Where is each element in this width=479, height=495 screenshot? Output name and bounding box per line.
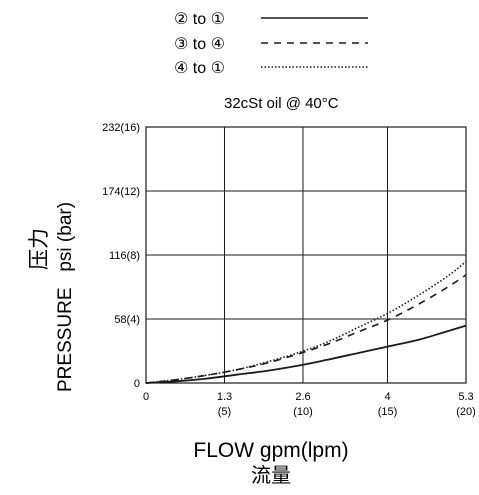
x-tick-sublabel-2: (10) [293, 406, 313, 418]
series-line-1 [145, 274, 467, 384]
legend-label-0: ② to ① [174, 11, 225, 28]
series-line-0 [145, 324, 467, 384]
plot-frame [145, 126, 467, 384]
legend: ② to ① ③ to ④ ④ to ① [174, 11, 368, 77]
y-axis-label-cn: 压力 [28, 228, 51, 270]
x-axis-label: FLOW gpm(lpm) [193, 439, 348, 462]
x-tick-label-4: 5.3 [458, 391, 473, 403]
oil-condition-label: 32cSt oil @ 40°C [224, 95, 339, 112]
y-tick-label-2: 116(8) [109, 250, 140, 262]
series-line-2 [145, 260, 467, 384]
y-tick-label-0: 0 [134, 378, 140, 390]
x-tick-label-0: 0 [143, 391, 149, 403]
legend-label-2: ④ to ① [174, 60, 225, 77]
x-tick-label-3: 4 [384, 391, 390, 403]
plot-grid [145, 126, 467, 384]
series-lines [145, 260, 467, 384]
y-axis-label: PRESSURE psi (bar) [55, 202, 76, 392]
y-tick-label-1: 58(4) [114, 314, 140, 326]
x-axis-label-cn: 流量 [251, 464, 291, 487]
x-tick-labels: 0 1.3 (5) 2.6 (10) 4 (15) 5.3 (20) [143, 391, 476, 418]
legend-label-1: ③ to ④ [174, 36, 225, 53]
x-tick-sublabel-3: (15) [378, 406, 398, 418]
y-tick-labels: 0 58(4) 116(8) 174(12) 232(16) [102, 122, 140, 390]
x-tick-label-2: 2.6 [295, 391, 310, 403]
y-tick-label-3: 174(12) [102, 186, 140, 198]
x-tick-sublabel-4: (20) [456, 406, 476, 418]
x-tick-sublabel-1: (5) [218, 406, 231, 418]
x-tick-label-1: 1.3 [217, 391, 232, 403]
y-tick-label-4: 232(16) [102, 122, 140, 134]
